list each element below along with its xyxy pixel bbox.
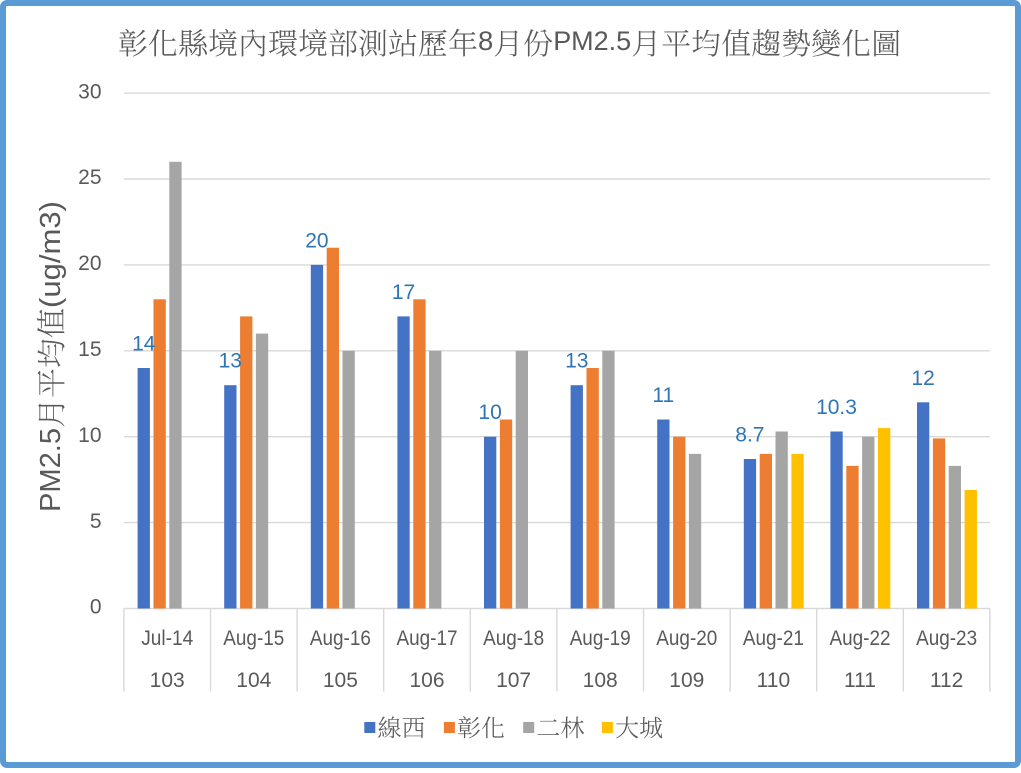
svg-text:(ug/m3): (ug/m3) xyxy=(35,201,67,308)
svg-text:Aug-16: Aug-16 xyxy=(310,627,371,650)
svg-text:PM2.5: PM2.5 xyxy=(35,428,67,512)
svg-text:107: 107 xyxy=(496,669,531,692)
svg-text:13: 13 xyxy=(219,350,242,373)
svg-text:10.3: 10.3 xyxy=(816,396,857,419)
svg-text:Aug-17: Aug-17 xyxy=(397,627,458,650)
svg-text:12: 12 xyxy=(911,367,934,390)
svg-text:8: 8 xyxy=(478,26,493,56)
svg-text:14: 14 xyxy=(132,333,156,356)
svg-text:Aug-15: Aug-15 xyxy=(223,627,284,650)
svg-text:10: 10 xyxy=(78,424,101,447)
svg-text:Jul-14: Jul-14 xyxy=(141,627,193,650)
svg-text:110: 110 xyxy=(757,669,790,692)
svg-text:20: 20 xyxy=(305,229,328,252)
svg-text:106: 106 xyxy=(409,669,444,692)
svg-text:PM2.5: PM2.5 xyxy=(553,26,631,56)
svg-text:Aug-18: Aug-18 xyxy=(483,627,544,650)
svg-text:30: 30 xyxy=(78,80,101,103)
svg-text:108: 108 xyxy=(583,669,618,692)
svg-text:Aug-23: Aug-23 xyxy=(916,627,977,650)
svg-text:13: 13 xyxy=(565,350,588,373)
svg-text:0: 0 xyxy=(90,596,102,619)
svg-text:104: 104 xyxy=(236,669,271,692)
svg-text:109: 109 xyxy=(669,669,704,692)
svg-text:15: 15 xyxy=(78,338,101,361)
svg-text:Aug-21: Aug-21 xyxy=(743,627,804,650)
svg-text:20: 20 xyxy=(78,252,101,275)
svg-text:Aug-20: Aug-20 xyxy=(656,627,717,650)
svg-text:5: 5 xyxy=(90,510,102,533)
svg-text:Aug-22: Aug-22 xyxy=(830,627,891,650)
svg-text:111: 111 xyxy=(844,669,876,692)
svg-text:8.7: 8.7 xyxy=(735,424,764,447)
svg-text:25: 25 xyxy=(78,166,101,189)
svg-text:112: 112 xyxy=(930,669,963,692)
svg-text:11: 11 xyxy=(652,384,674,407)
svg-text:17: 17 xyxy=(392,281,415,304)
svg-text:103: 103 xyxy=(150,669,185,692)
svg-text:105: 105 xyxy=(323,669,358,692)
svg-text:10: 10 xyxy=(478,401,501,424)
svg-text:Aug-19: Aug-19 xyxy=(570,627,631,650)
